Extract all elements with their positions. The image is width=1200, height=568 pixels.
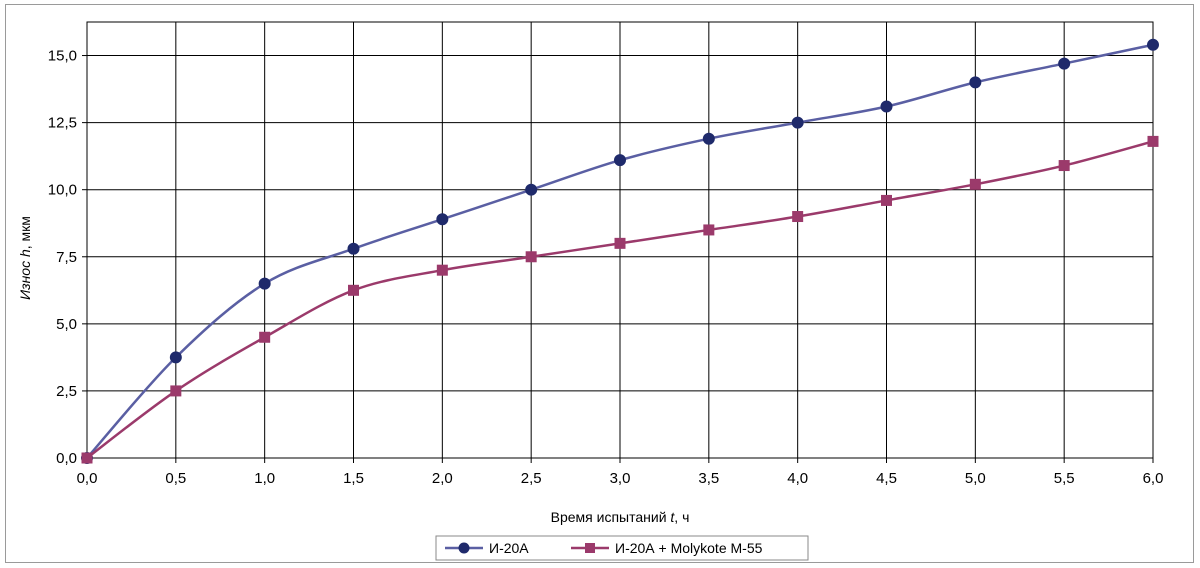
legend-label: И-20А	[489, 540, 529, 556]
x-tick-label: 5,5	[1054, 470, 1075, 487]
legend-item-2: И-20А + Molykote M-55	[571, 540, 763, 556]
x-tick-label: 4,0	[787, 470, 808, 487]
data-point	[436, 213, 449, 226]
x-tick-label: 2,5	[521, 470, 542, 487]
data-point	[169, 351, 182, 364]
y-tick-label: 7,5	[56, 249, 77, 266]
data-point	[1058, 57, 1071, 70]
data-point	[258, 277, 271, 290]
y-tick-label: 5,0	[56, 316, 77, 333]
data-point	[436, 264, 448, 276]
y-axis-label: Износ h, мкм	[17, 216, 33, 300]
data-point	[347, 242, 360, 255]
data-point	[525, 183, 538, 196]
x-axis-label: Время испытаний t, ч	[551, 509, 690, 525]
x-tick-label: 2,0	[432, 470, 453, 487]
data-point	[1058, 160, 1070, 172]
data-point	[1147, 38, 1159, 51]
x-tick-label: 1,5	[343, 470, 364, 487]
data-point	[880, 100, 893, 113]
data-point	[348, 284, 359, 296]
legend-marker	[458, 542, 470, 554]
data-point	[1147, 135, 1159, 147]
x-tick-label: 3,0	[610, 470, 631, 487]
data-point	[969, 76, 982, 89]
series-layer	[81, 38, 1159, 464]
x-tick-label: 3,5	[698, 470, 719, 487]
data-point	[702, 132, 715, 145]
legend: И-20А И-20А + Molykote M-55	[435, 535, 809, 561]
data-point	[259, 331, 271, 343]
x-tick-labels: 0,0 0,5 1,0 1,5 2,0 2,5 3,0 3,5 4,0 4,5 5,0 5,5 6,0	[77, 470, 1164, 487]
x-tick-label: 1,0	[254, 470, 275, 487]
x-tick-label: 0,0	[77, 470, 98, 487]
y-tick-labels: 0,0 2,5 5,0 7,5 10,0 12,5 15,0	[48, 48, 77, 467]
x-tick-label: 0,5	[165, 470, 186, 487]
data-point	[170, 385, 182, 397]
data-point	[703, 224, 715, 236]
data-point	[81, 452, 93, 464]
x-tick-label: 5,0	[965, 470, 986, 487]
grid-lines	[82, 22, 1154, 463]
legend-marker	[585, 543, 595, 553]
y-tick-label: 10,0	[48, 182, 77, 199]
data-point	[969, 178, 981, 190]
data-point	[791, 116, 804, 129]
data-point	[881, 194, 892, 206]
data-point	[614, 154, 626, 167]
x-tick-label: 6,0	[1143, 470, 1164, 487]
series-2	[81, 135, 1159, 464]
y-tick-label: 2,5	[56, 383, 77, 400]
data-point	[614, 237, 626, 249]
y-tick-label: 15,0	[48, 48, 77, 65]
x-tick-label: 4,5	[876, 470, 897, 487]
y-tick-label: 12,5	[48, 115, 77, 132]
legend-item-1: И-20А	[445, 540, 529, 556]
legend-label: И-20А + Molykote M-55	[615, 540, 763, 556]
data-point	[792, 211, 804, 223]
y-tick-label: 0,0	[56, 450, 77, 467]
legend-box	[435, 535, 809, 561]
data-point	[525, 251, 537, 263]
